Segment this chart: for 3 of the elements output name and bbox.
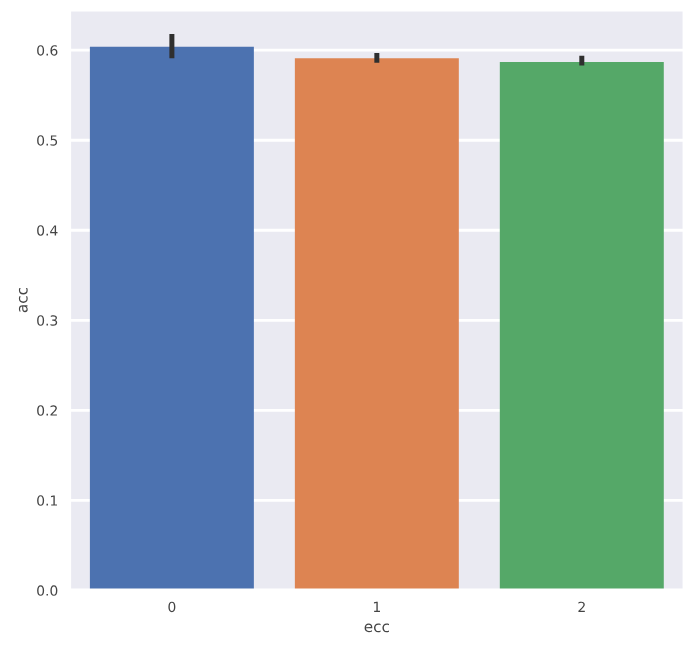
bar bbox=[294, 58, 459, 591]
bar bbox=[89, 46, 254, 591]
bar bbox=[499, 61, 664, 591]
